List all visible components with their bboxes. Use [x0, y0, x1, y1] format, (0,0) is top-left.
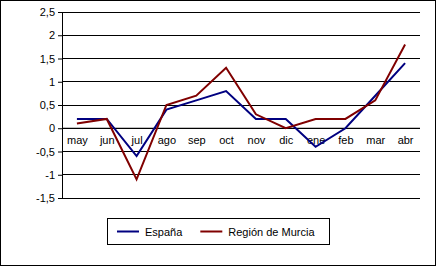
y-tick-label: 0	[49, 122, 55, 134]
y-tick: 0	[49, 122, 62, 134]
x-tick: oct	[219, 128, 234, 146]
chart-frame	[1, 1, 436, 266]
y-tick-mark	[58, 152, 62, 153]
y-tick-mark	[58, 105, 62, 106]
y-tick: -1,5	[36, 192, 62, 204]
y-tick: 2	[49, 29, 62, 41]
legend-label: Región de Murcia	[228, 226, 315, 238]
grid-line	[62, 81, 420, 82]
x-tick: may	[67, 128, 88, 146]
x-tick: mar	[366, 128, 385, 146]
x-tick: sep	[188, 128, 206, 146]
y-tick-mark	[58, 175, 62, 176]
y-tick-mark	[58, 12, 62, 13]
y-tick-label: 1	[49, 76, 55, 88]
y-axis-line	[58, 13, 63, 199]
grid-line	[62, 12, 420, 13]
x-tick-label: nov	[248, 134, 266, 146]
y-tick-label: -1	[45, 169, 55, 181]
x-tick-label: oct	[219, 134, 234, 146]
x-tick: ago	[158, 128, 176, 146]
plot: 2,5 2 1,5 1 0,5 0 -0,5 -1 -1,5 mayjun jul agosep oct…	[36, 6, 420, 204]
series-line	[77, 45, 405, 180]
series-line	[77, 63, 405, 156]
legend-frame	[108, 219, 330, 245]
legend: España Región de Murcia	[108, 219, 330, 245]
x-tick: jul	[131, 128, 143, 146]
grid-line	[62, 198, 420, 199]
x-tick-label: ago	[158, 134, 176, 146]
y-axis: 2,5 2 1,5 1 0,5 0 -0,5 -1 -1,5	[36, 6, 62, 204]
x-tick-label: jun	[99, 134, 115, 146]
y-tick-mark	[58, 35, 62, 36]
x-tick: abr	[398, 128, 414, 146]
x-tick-label: feb	[338, 134, 353, 146]
y-tick-mark	[58, 198, 62, 199]
chart: 2,5 2 1,5 1 0,5 0 -0,5 -1 -1,5 mayjun jul agosep oct…	[0, 0, 436, 266]
y-tick-mark	[58, 128, 62, 129]
y-tick: 1	[49, 76, 62, 88]
y-tick: -0,5	[36, 146, 62, 158]
y-tick-mark	[58, 82, 62, 83]
y-tick-label: -1,5	[36, 192, 55, 204]
y-tick: 2,5	[40, 6, 62, 18]
y-tick-label: 2	[49, 29, 55, 41]
grid-line	[62, 174, 420, 175]
y-tick: 1,5	[40, 53, 62, 65]
x-tick-label: jul	[131, 134, 143, 146]
grid	[62, 12, 420, 198]
legend-swatch	[117, 231, 139, 233]
grid-line	[62, 35, 420, 36]
y-tick-label: 0,5	[40, 99, 55, 111]
legend-swatch	[200, 231, 222, 233]
y-tick-label: 2,5	[40, 6, 55, 18]
y-tick-label: -0,5	[36, 146, 55, 158]
x-tick-label: may	[67, 134, 88, 146]
y-tick-label: 1,5	[40, 53, 55, 65]
x-tick: nov	[248, 128, 266, 146]
x-tick-label: dic	[279, 134, 294, 146]
series-group	[77, 45, 405, 180]
x-tick-label: sep	[188, 134, 206, 146]
legend-label: España	[145, 226, 183, 238]
y-tick: -1	[45, 169, 62, 181]
grid-line	[62, 58, 420, 59]
x-tick-label: abr	[398, 134, 414, 146]
y-tick-mark	[58, 59, 62, 60]
y-tick: 0,5	[40, 99, 62, 111]
x-tick-label: mar	[366, 134, 385, 146]
grid-line	[62, 151, 420, 152]
x-tick: dic	[279, 128, 294, 146]
